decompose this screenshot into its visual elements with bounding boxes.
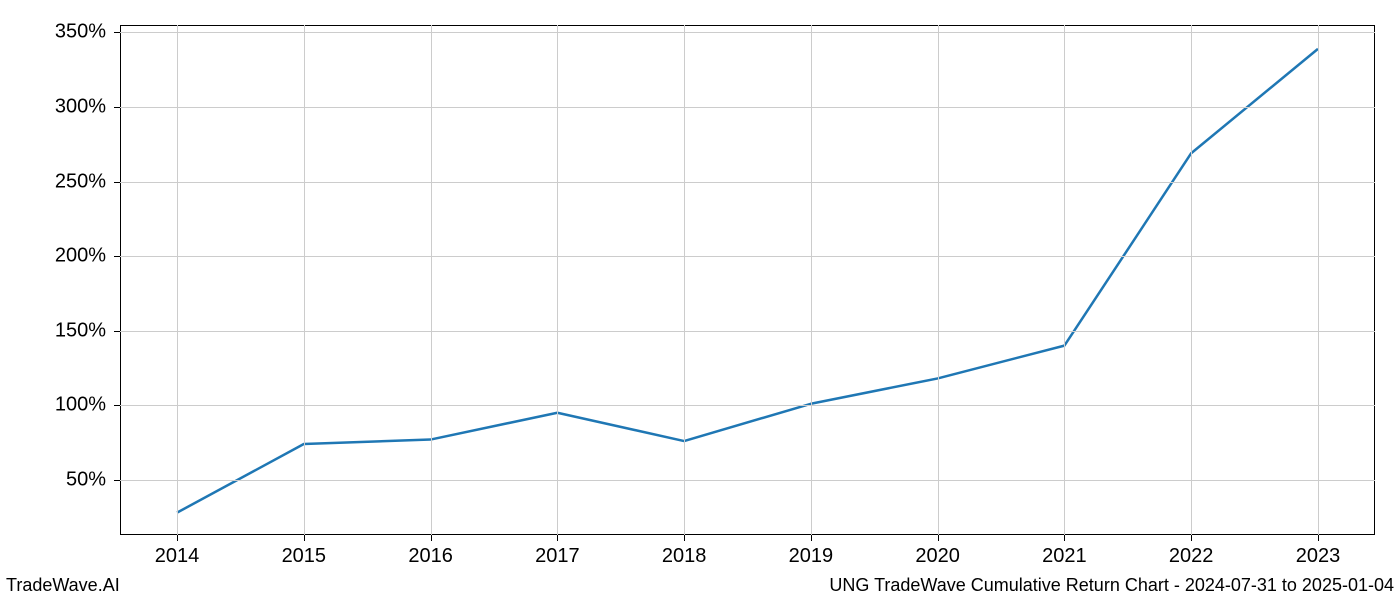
y-tick-label: 200% xyxy=(55,245,106,268)
tick-mark-x xyxy=(431,535,432,541)
y-tick-label: 300% xyxy=(55,96,106,119)
x-tick-label: 2019 xyxy=(789,545,834,568)
grid-line-vertical xyxy=(811,25,812,535)
tick-mark-x xyxy=(557,535,558,541)
y-tick-label: 350% xyxy=(55,21,106,44)
grid-line-horizontal xyxy=(120,182,1375,183)
grid-line-horizontal xyxy=(120,107,1375,108)
grid-line-vertical xyxy=(431,25,432,535)
x-tick-label: 2016 xyxy=(408,545,453,568)
tick-mark-y xyxy=(114,182,120,183)
tick-mark-x xyxy=(1318,535,1319,541)
x-tick-label: 2021 xyxy=(1042,545,1087,568)
tick-mark-x xyxy=(811,535,812,541)
tick-mark-y xyxy=(114,107,120,108)
x-tick-label: 2022 xyxy=(1169,545,1214,568)
grid-line-vertical xyxy=(177,25,178,535)
x-tick-label: 2023 xyxy=(1296,545,1341,568)
x-tick-label: 2020 xyxy=(915,545,960,568)
grid-line-vertical xyxy=(1064,25,1065,535)
grid-line-horizontal xyxy=(120,256,1375,257)
tick-mark-x xyxy=(1064,535,1065,541)
grid-line-vertical xyxy=(938,25,939,535)
y-tick-label: 100% xyxy=(55,394,106,417)
y-tick-label: 50% xyxy=(66,468,106,491)
footer-left-text: TradeWave.AI xyxy=(6,575,120,596)
grid-line-vertical xyxy=(684,25,685,535)
grid-line-horizontal xyxy=(120,32,1375,33)
grid-line-horizontal xyxy=(120,405,1375,406)
x-tick-label: 2018 xyxy=(662,545,707,568)
series-line xyxy=(177,49,1318,513)
plot-area: 50%100%150%200%250%300%350%2014201520162… xyxy=(120,25,1375,535)
y-tick-label: 150% xyxy=(55,319,106,342)
tick-mark-y xyxy=(114,32,120,33)
footer-right-text: UNG TradeWave Cumulative Return Chart - … xyxy=(829,575,1394,596)
grid-line-vertical xyxy=(1191,25,1192,535)
tick-mark-y xyxy=(114,256,120,257)
grid-line-vertical xyxy=(304,25,305,535)
tick-mark-x xyxy=(938,535,939,541)
grid-line-horizontal xyxy=(120,480,1375,481)
grid-line-horizontal xyxy=(120,331,1375,332)
x-tick-label: 2017 xyxy=(535,545,580,568)
tick-mark-x xyxy=(177,535,178,541)
y-tick-label: 250% xyxy=(55,170,106,193)
tick-mark-y xyxy=(114,331,120,332)
grid-line-vertical xyxy=(1318,25,1319,535)
grid-line-vertical xyxy=(557,25,558,535)
tick-mark-y xyxy=(114,405,120,406)
chart-container: 50% 100% 150% 200% 250% 300% 350% 2014 2015 2016 2… xyxy=(0,0,1400,600)
x-tick-label: 2014 xyxy=(155,545,200,568)
x-tick-label: 2015 xyxy=(282,545,327,568)
data-line xyxy=(120,25,1375,535)
tick-mark-y xyxy=(114,480,120,481)
tick-mark-x xyxy=(684,535,685,541)
tick-mark-x xyxy=(304,535,305,541)
tick-mark-x xyxy=(1191,535,1192,541)
